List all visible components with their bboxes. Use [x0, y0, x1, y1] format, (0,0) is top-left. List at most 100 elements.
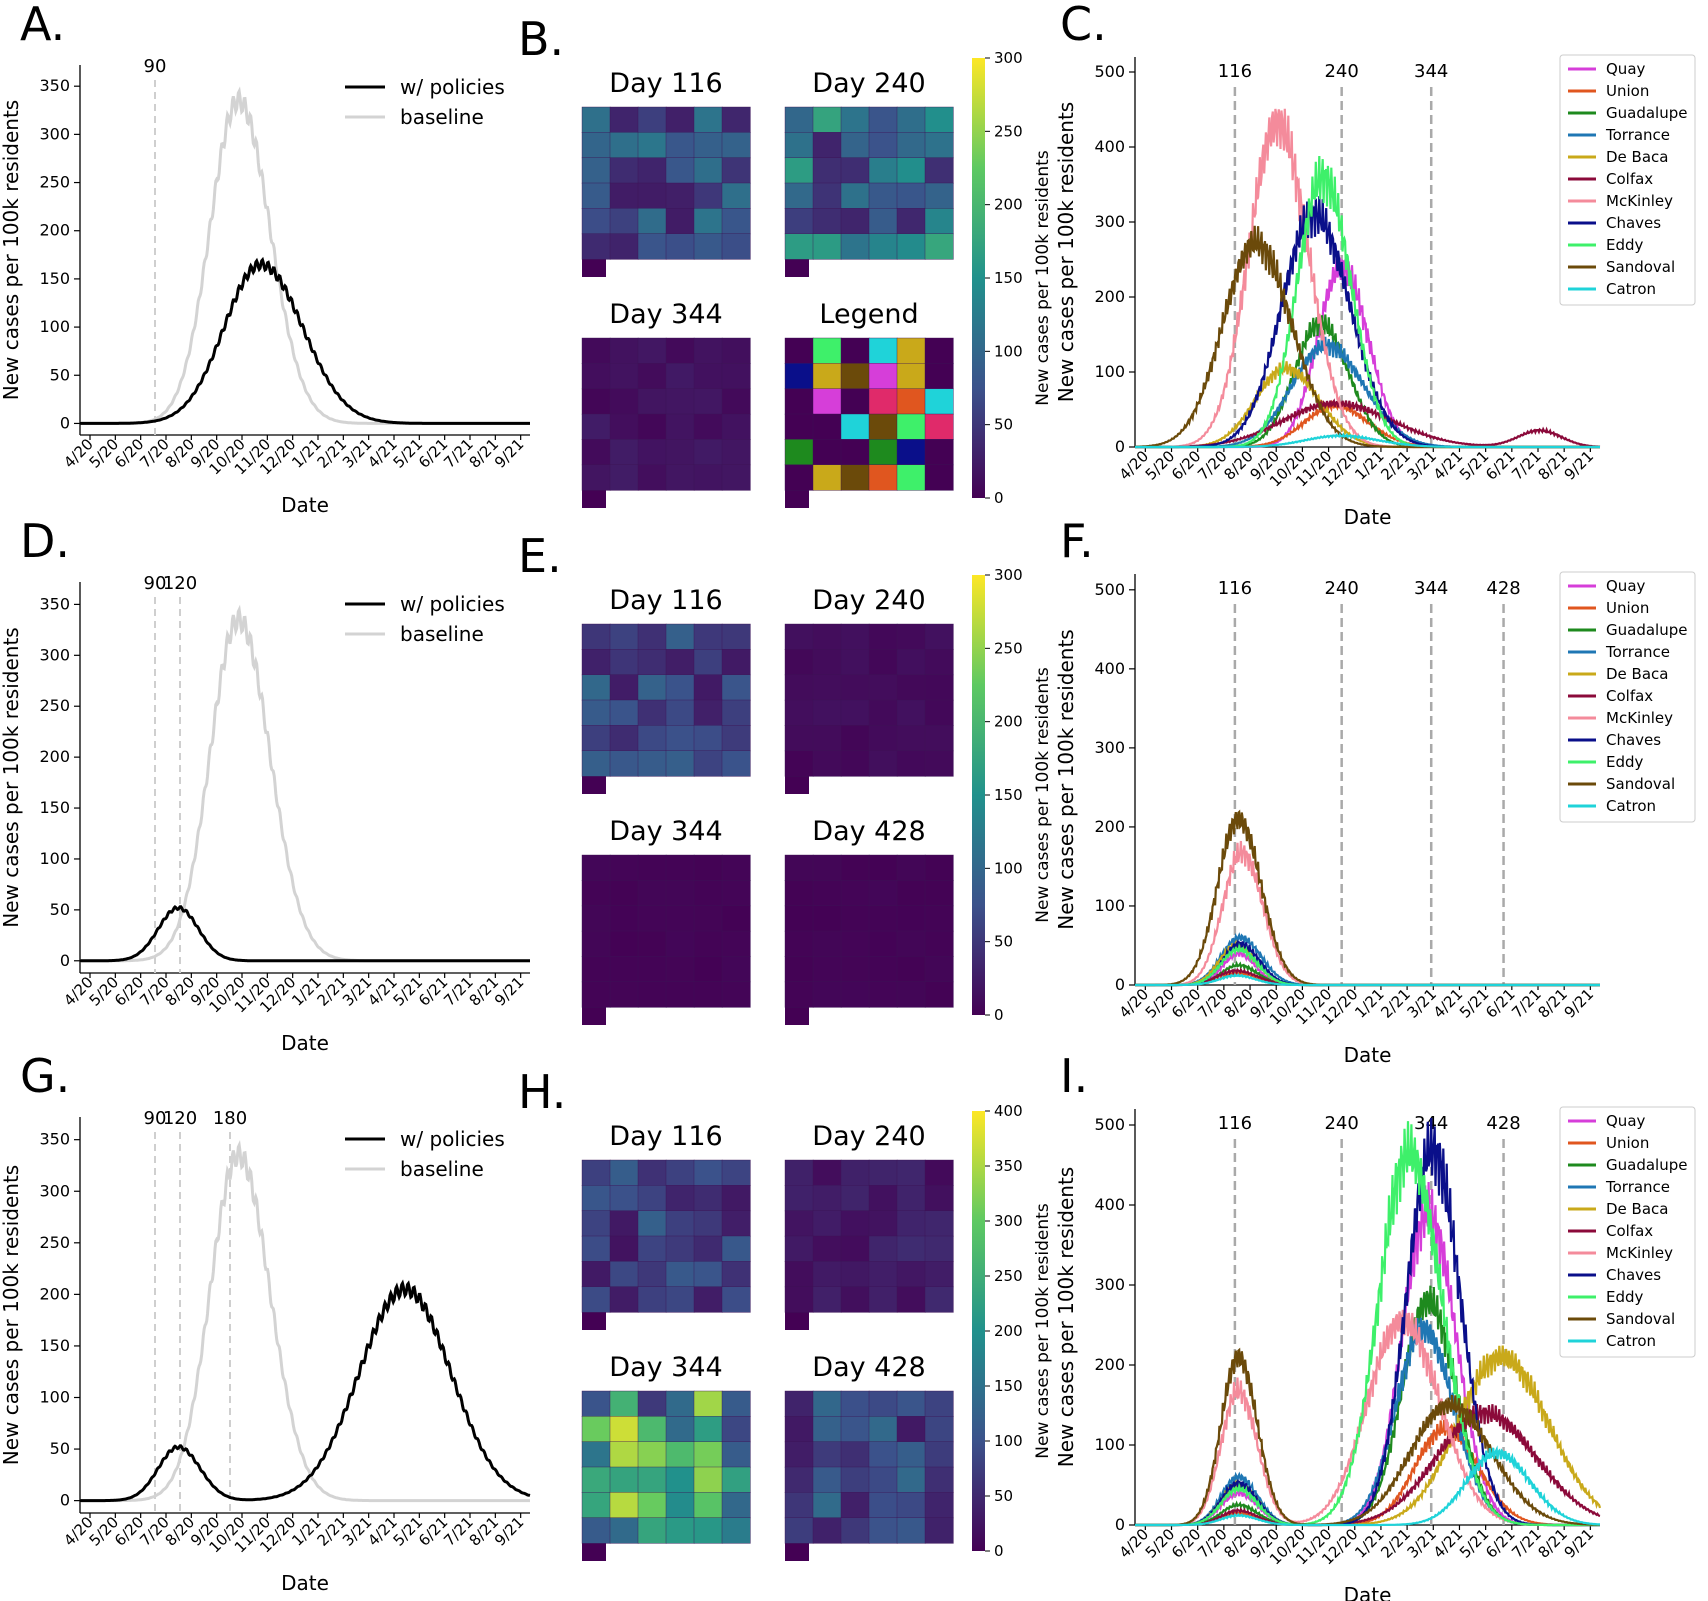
county-region — [721, 649, 751, 676]
county-region — [924, 854, 954, 881]
county-region — [812, 854, 842, 881]
map-title: Day 344 — [609, 299, 722, 330]
county-region — [812, 1390, 842, 1417]
county-region — [693, 208, 723, 235]
county-region — [784, 699, 814, 726]
left-y-tick-label: 50 — [50, 900, 70, 919]
county-region — [637, 439, 667, 466]
county-region — [784, 1210, 814, 1237]
county-region — [868, 388, 898, 415]
policy-series-line — [80, 256, 530, 425]
county-region — [637, 1261, 667, 1288]
county-region — [637, 337, 667, 364]
county-region — [693, 1235, 723, 1262]
county-region — [924, 1185, 954, 1212]
county-region — [784, 1286, 814, 1313]
county-region — [581, 157, 611, 184]
county-region — [637, 1390, 667, 1417]
county-region — [784, 182, 814, 209]
county-region — [609, 182, 639, 209]
county-region — [609, 854, 639, 881]
county-legend-box — [1559, 571, 1696, 823]
county-region — [721, 674, 751, 701]
county-region — [840, 854, 870, 881]
county-region — [609, 725, 639, 752]
colorbar-tick-label: 0 — [994, 1542, 1004, 1560]
legend-policy-label: w/ policies — [400, 75, 505, 99]
county-region — [721, 157, 751, 184]
county-region — [840, 439, 870, 466]
day-marker-label: 428 — [1486, 578, 1520, 599]
county-region — [840, 623, 870, 650]
county-legend-label: Guadalupe — [1606, 1156, 1687, 1174]
county-region — [693, 981, 723, 1008]
county-region — [637, 674, 667, 701]
baseline-series-line — [80, 86, 530, 425]
county-region — [868, 1517, 898, 1544]
county-region — [924, 905, 954, 932]
left-y-tick-label: 100 — [39, 1388, 70, 1407]
county-legend-label: Eddy — [1606, 1288, 1644, 1306]
county-region — [840, 905, 870, 932]
county-region — [924, 649, 954, 676]
right-y-tick-label: 200 — [1094, 817, 1125, 836]
county-region — [581, 1492, 611, 1519]
county-region — [721, 1185, 751, 1212]
county-region — [721, 1492, 751, 1519]
left-y-tick-label: 250 — [39, 696, 70, 715]
colorbar-tick-label: 150 — [994, 269, 1023, 287]
county-region — [784, 157, 814, 184]
county-region — [868, 1466, 898, 1493]
county-region — [868, 1441, 898, 1468]
left-y-tick-label: 350 — [39, 594, 70, 613]
county-region — [581, 699, 611, 726]
county-region — [693, 464, 723, 491]
county-region — [721, 725, 751, 752]
county-region — [721, 1390, 751, 1417]
county-region — [924, 725, 954, 752]
county-region — [896, 182, 926, 209]
right-y-tick-label: 200 — [1094, 1355, 1125, 1374]
county-region — [693, 106, 723, 133]
county-region — [840, 132, 870, 159]
map-panel-h: H. Day 116 Day 240 Day 344 Day 428 0 50 100 150 2… — [518, 1065, 1053, 1561]
county-region — [693, 1466, 723, 1493]
left-y-tick-label: 300 — [39, 645, 70, 664]
county-region — [924, 930, 954, 957]
county-region — [609, 674, 639, 701]
county-region — [581, 439, 611, 466]
left-y-tick-label: 250 — [39, 1233, 70, 1252]
county-region — [665, 930, 695, 957]
county-region — [693, 363, 723, 390]
colorbar-tick-label: 50 — [994, 1487, 1013, 1505]
county-region — [868, 233, 898, 260]
county-region — [581, 182, 611, 209]
county-legend-label: Union — [1606, 599, 1649, 617]
right-y-tick-label: 300 — [1094, 212, 1125, 231]
county-region — [840, 182, 870, 209]
county-region — [581, 750, 611, 777]
day-marker-label: 116 — [1218, 578, 1252, 599]
county-region — [840, 388, 870, 415]
county-region — [637, 854, 667, 881]
county-region — [924, 182, 954, 209]
county-region — [581, 1390, 611, 1417]
county-region — [812, 699, 842, 726]
map-title: Day 116 — [609, 585, 722, 616]
map-title: Day 240 — [812, 1121, 925, 1152]
county-region — [868, 649, 898, 676]
county-region — [637, 981, 667, 1008]
colorbar-tick-label: 250 — [994, 122, 1023, 140]
county-region — [868, 623, 898, 650]
county-region — [693, 1261, 723, 1288]
county-region — [609, 1235, 639, 1262]
county-region — [812, 1235, 842, 1262]
colorbar-tick-label: 200 — [994, 1322, 1023, 1340]
colorbar-tick-label: 50 — [994, 933, 1013, 951]
county-series-quay — [1135, 1181, 1600, 1527]
county-region — [609, 699, 639, 726]
county-region — [840, 106, 870, 133]
county-region — [812, 157, 842, 184]
county-region — [868, 363, 898, 390]
county-region — [812, 388, 842, 415]
